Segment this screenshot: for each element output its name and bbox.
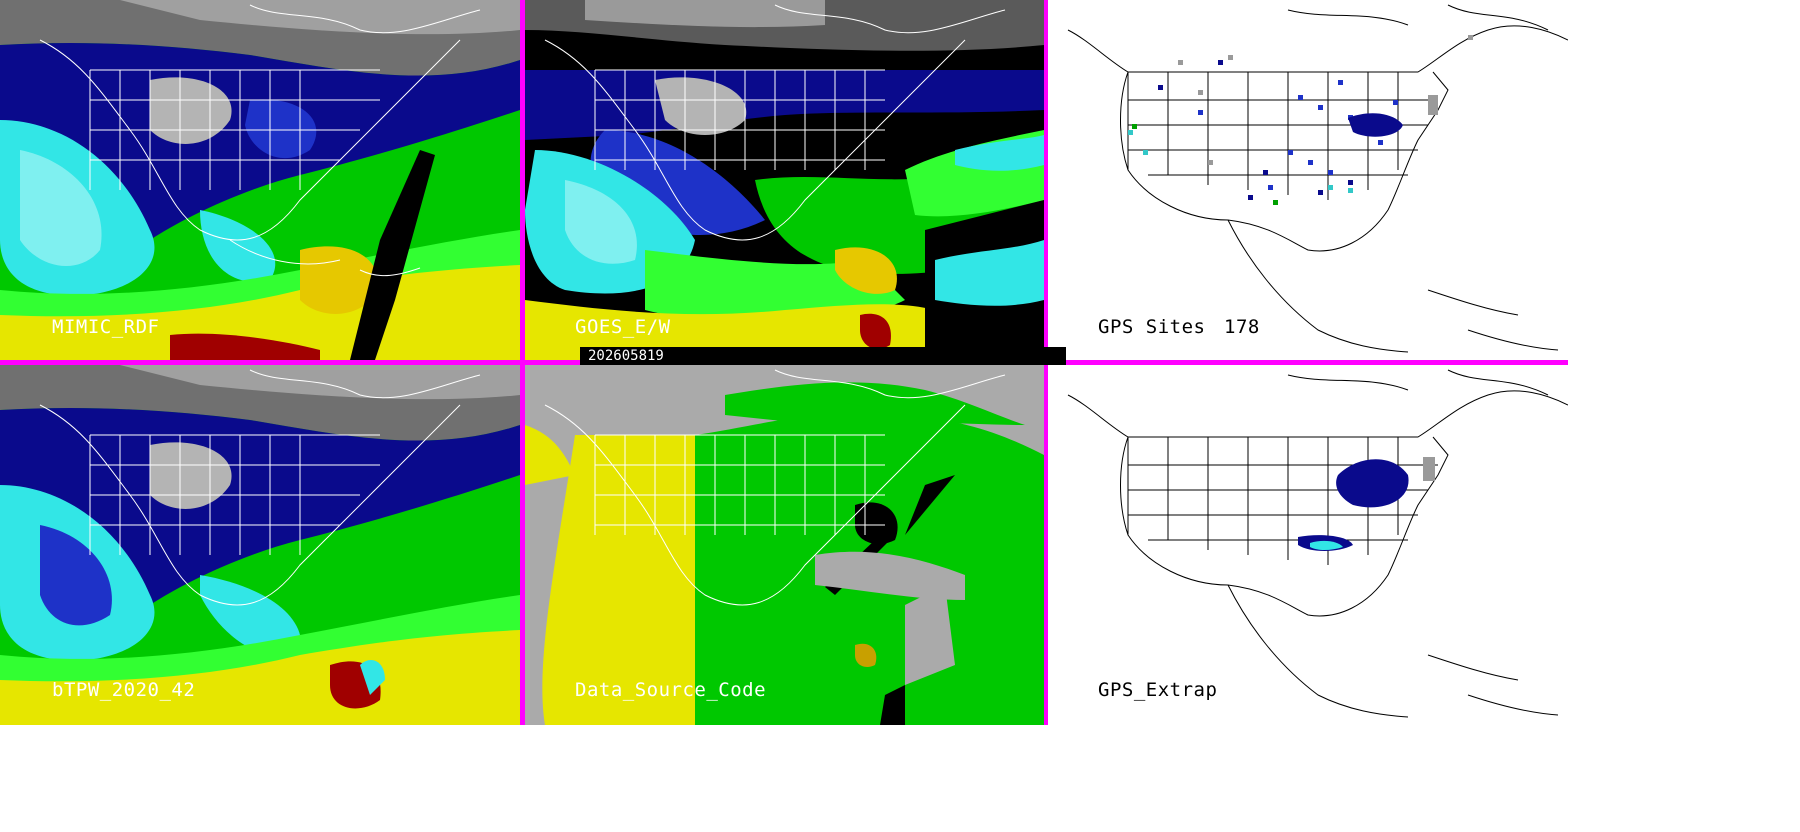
timestamp-text: 202605819: [588, 348, 664, 364]
gps-site-count: 178: [1224, 316, 1260, 338]
panel-label: Data_Source_Code: [575, 679, 767, 701]
panel-goes-ew: GOES_E/W: [525, 0, 1044, 360]
panel-label: bTPW_2020_42: [52, 679, 196, 701]
panel-btpw-2020-42: bTPW_2020_42: [0, 365, 520, 725]
panel-grid: MIMIC_RDF: [0, 0, 1568, 725]
panel-mimic-rdf: MIMIC_RDF: [0, 0, 520, 360]
panel-label: GOES_E/W: [575, 316, 671, 338]
panel-gps-extrap: GPS_Extrap: [1048, 365, 1568, 725]
page-background-right: [1568, 0, 1800, 832]
gps-extrap-map-image: [1048, 365, 1568, 725]
gps-sites-map-image: [1048, 0, 1568, 360]
timestamp-bar: 202605819: [580, 347, 1066, 365]
panel-label: GPS Sites: [1098, 316, 1206, 338]
panel-label: GPS_Extrap: [1098, 679, 1218, 701]
panel-data-source-code: Data_Source_Code: [525, 365, 1044, 725]
goes-map-image: [525, 0, 1044, 360]
tpw-map-image: [0, 0, 520, 360]
panel-label: MIMIC_RDF: [52, 316, 160, 338]
btpw-map-image: [0, 365, 520, 725]
page-background-bottom: [0, 725, 1800, 832]
panel-gps-sites: GPS Sites 178: [1048, 0, 1568, 360]
data-source-map-image: [525, 365, 1044, 725]
